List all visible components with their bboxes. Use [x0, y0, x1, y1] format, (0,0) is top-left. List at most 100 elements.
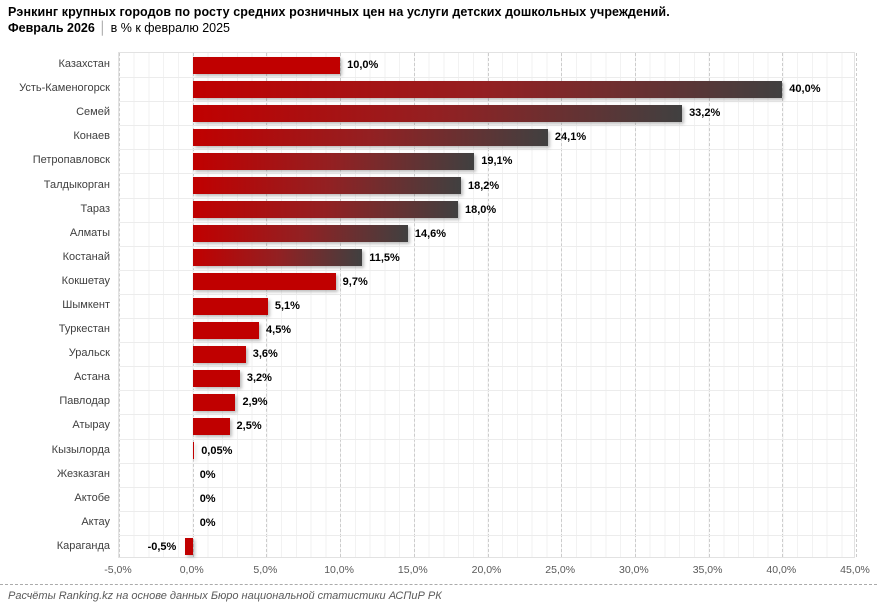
row-separator [119, 414, 854, 416]
category-label: Уральск [68, 347, 110, 360]
value-label: 19,1% [481, 155, 513, 168]
value-label: 2,9% [242, 396, 268, 409]
category-label: Конаев [73, 130, 110, 143]
row-separator [119, 318, 854, 320]
row-separator [119, 510, 854, 512]
category-label: Петропавловск [32, 154, 110, 167]
gridline [119, 53, 120, 557]
value-label: 14,6% [414, 227, 447, 240]
category-label: Шымкент [62, 299, 110, 311]
bar [192, 80, 783, 98]
row-separator [119, 245, 854, 247]
row-separator [119, 77, 854, 79]
axis-tick-label: -5,0% [104, 564, 132, 576]
bar [185, 538, 193, 556]
bar [192, 249, 363, 267]
value-label: 18,2% [467, 179, 500, 192]
category-label: Костанай [62, 250, 110, 263]
gridline [856, 53, 857, 557]
row-separator [119, 125, 854, 127]
category-label: Актау [81, 515, 110, 528]
value-label: 3,2% [246, 372, 272, 385]
subtitle-period: Февраль 2026 [8, 21, 95, 35]
category-label: Алматы [69, 226, 110, 239]
footer-divider [0, 584, 877, 585]
row-separator [119, 221, 854, 223]
chart-subtitle: Февраль 2026 │ в % к февралю 2025 [8, 20, 868, 37]
chart-header: Рэнкинг крупных городов по росту средних… [8, 4, 868, 37]
bar [192, 369, 240, 387]
category-label: Семей [76, 106, 110, 119]
category-label: Караганда [56, 539, 110, 552]
value-label: 0% [199, 468, 216, 481]
plot-area: 10,0% 40,0% 33,2% 24,1% 19,1% 18,2% 18,0% 14,6%… [118, 52, 857, 558]
category-label: Кызылорда [51, 443, 110, 456]
row-separator [119, 390, 854, 392]
row-separator [119, 486, 854, 488]
value-label: 5,1% [274, 300, 300, 312]
axis-tick-label: 40,0% [766, 564, 797, 576]
bar [192, 417, 230, 435]
axis-tick-label: 0,0% [179, 564, 204, 576]
gridline [340, 53, 342, 557]
category-label: Казахстан [58, 58, 110, 71]
gridline [634, 53, 636, 557]
bar [192, 442, 195, 460]
category-label: Тараз [80, 202, 111, 215]
value-label: 0% [199, 492, 216, 505]
gridline [561, 53, 563, 557]
axis-tick-label: 45,0% [840, 564, 870, 576]
category-label: Астана [73, 371, 110, 384]
bar [192, 104, 683, 122]
category-label: Атырау [72, 419, 110, 432]
category-label: Кокшетау [61, 274, 110, 287]
chart-title: Рэнкинг крупных городов по росту средних… [8, 5, 670, 19]
gridline [487, 53, 489, 557]
source-note: Расчёты Ranking.kz на основе данных Бюро… [8, 590, 442, 602]
row-separator [119, 342, 854, 344]
subtitle-separator: │ [98, 21, 107, 35]
value-label: 9,7% [342, 275, 368, 288]
axis-tick-label: 35,0% [692, 564, 723, 576]
bar [192, 56, 341, 74]
bar [192, 393, 236, 411]
row-separator [119, 149, 854, 151]
category-label: Талдыкорган [43, 178, 110, 191]
value-label: 3,6% [252, 348, 278, 361]
category-label: Туркестан [58, 323, 110, 336]
bar [192, 225, 408, 243]
axis-tick-label: 25,0% [545, 564, 576, 576]
axis-tick-label: 15,0% [397, 564, 428, 576]
value-label: 18,0% [465, 203, 497, 216]
value-label: 10,0% [347, 59, 379, 72]
bar [192, 128, 548, 146]
gridline [413, 53, 415, 557]
bar [192, 177, 461, 195]
axis-tick-label: 10,0% [324, 564, 354, 576]
gridline [708, 53, 710, 557]
gridline [782, 53, 784, 557]
value-label: -0,5% [147, 540, 177, 553]
value-label: 11,5% [369, 251, 400, 264]
value-label: 40,0% [789, 83, 821, 96]
bar [192, 345, 246, 363]
value-label: 0,05% [201, 444, 233, 457]
value-label: 33,2% [689, 107, 721, 120]
row-separator [119, 438, 854, 440]
axis-tick-label: 5,0% [253, 564, 278, 576]
category-label: Жезказган [57, 467, 110, 480]
bar [192, 273, 336, 291]
row-separator [119, 462, 854, 464]
value-label: 24,1% [554, 131, 587, 144]
axis-tick-label: 30,0% [619, 564, 649, 576]
row-separator [119, 534, 854, 536]
axis-tick-label: 20,0% [471, 564, 502, 576]
row-separator [119, 269, 854, 271]
bar [192, 152, 475, 170]
value-label: 4,5% [266, 324, 292, 337]
bar [192, 297, 268, 315]
category-label: Актобе [74, 491, 110, 504]
value-label: 0% [199, 516, 216, 529]
